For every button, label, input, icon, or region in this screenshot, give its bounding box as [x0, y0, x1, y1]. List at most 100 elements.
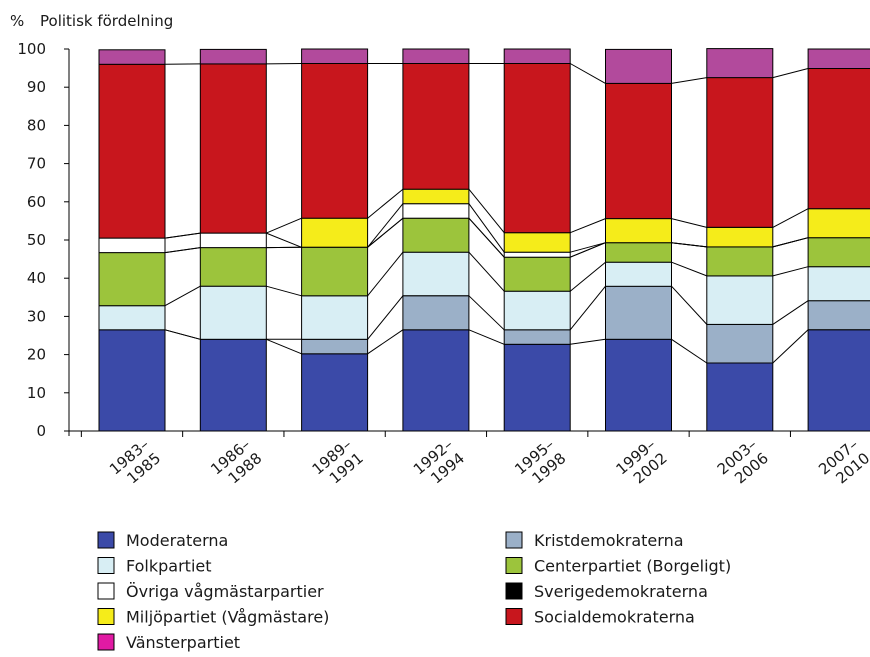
bar-miljopartiet-vagmastare-3 [402, 188, 470, 205]
bar-centerpartiet-borgeligt-4 [503, 256, 571, 292]
connector-line-4-2 [569, 285, 606, 331]
connector-line-6-3 [772, 266, 809, 277]
connector-lines-layer [164, 63, 809, 364]
legend-swatch-folkpartiet [97, 557, 115, 574]
connector-line-5-8 [671, 77, 707, 84]
legend-label-vansterpartiet: Vänsterpartiet [126, 633, 240, 652]
connector-line-3-2 [468, 295, 505, 331]
y-tick-label-100: 100 [17, 40, 46, 58]
legend-label-centerpartiet-borgeligt: Centerpartiet (Borgeligt) [534, 557, 731, 576]
legend-swatch-ovriga-vagmastarpartier [97, 582, 115, 600]
y-tick-label-50: 50 [27, 231, 46, 249]
connector-line-0-7 [164, 232, 201, 239]
bar-folkpartiet-5 [605, 261, 672, 287]
bar-vansterpartiet-3 [402, 48, 470, 64]
y-tick-label-40: 40 [27, 269, 46, 287]
legend-label-ovriga-vagmastarpartier: Övriga vågmästarpartier [126, 582, 324, 601]
x-tick-label-5: 1999–2002 [613, 435, 671, 492]
bar-centerpartiet-borgeligt-5 [605, 242, 672, 263]
bar-centerpartiet-borgeligt-0 [98, 252, 166, 307]
bar-moderaterna-0 [98, 329, 166, 432]
connector-line-1-7 [266, 217, 302, 234]
connector-line-0-3 [164, 285, 201, 307]
bar-vansterpartiet-5 [605, 48, 672, 84]
connector-line-2-5 [367, 217, 404, 248]
bar-socialdemokraterna-4 [503, 63, 571, 234]
bar-socialdemokraterna-0 [98, 63, 166, 239]
legend-label-miljopartiet-vagmastare: Miljöpartiet (Vågmästare) [126, 608, 329, 627]
bar-moderaterna-4 [503, 343, 571, 432]
bar-folkpartiet-6 [706, 275, 774, 325]
bar-miljopartiet-vagmastare-2 [301, 217, 369, 248]
bar-centerpartiet-borgeligt-7 [807, 237, 870, 268]
connector-line-6-1 [772, 329, 809, 364]
connector-line-6-7 [772, 208, 809, 228]
x-tick-label-3: 1992–1994 [410, 435, 468, 492]
connector-line-5-2 [671, 285, 708, 325]
connector-line-3-6 [468, 203, 505, 253]
bar-vansterpartiet-2 [301, 48, 369, 64]
x-tick-label-7: 2007–2010 [815, 435, 870, 492]
connector-line-4-3 [569, 261, 606, 292]
bar-miljopartiet-vagmastare-6 [706, 226, 774, 248]
bar-kristdemokraterna-6 [706, 323, 774, 364]
bar-ovriga-vagmastarpartier-0 [98, 237, 166, 254]
connector-line-3-7 [468, 188, 505, 234]
connector-line-5-7 [671, 218, 707, 228]
connector-line-1-6 [266, 232, 302, 248]
bar-folkpartiet-0 [98, 305, 166, 331]
bar-ovriga-vagmastarpartier-4 [503, 251, 571, 258]
bar-vansterpartiet-0 [98, 49, 166, 65]
bar-kristdemokraterna-4 [503, 329, 571, 345]
legend-swatch-socialdemokraterna [505, 608, 523, 625]
bar-socialdemokraterna-6 [706, 77, 774, 228]
y-tick-label-30: 30 [27, 307, 46, 325]
bar-socialdemokraterna-5 [605, 82, 672, 220]
bars-layer [98, 48, 870, 432]
bar-vansterpartiet-6 [706, 48, 774, 79]
bar-kristdemokraterna-5 [605, 285, 672, 340]
bar-moderaterna-1 [199, 338, 267, 432]
bar-socialdemokraterna-2 [301, 63, 369, 219]
bar-moderaterna-3 [402, 329, 470, 432]
bar-miljopartiet-vagmastare-5 [605, 218, 672, 244]
bar-vansterpartiet-4 [503, 48, 571, 64]
bar-moderaterna-6 [706, 362, 774, 432]
connector-line-4-5 [570, 242, 606, 258]
connector-line-3-3 [468, 251, 505, 292]
y-tick-label-0: 0 [36, 422, 46, 440]
connector-line-1-3 [266, 285, 302, 297]
y-tick-label-60: 60 [27, 193, 46, 211]
connector-line-4-1 [570, 338, 606, 345]
connector-line-5-6 [671, 242, 707, 248]
legend-swatch-moderaterna [97, 531, 115, 549]
connector-line-2-7 [367, 188, 404, 219]
legend-label-kristdemokraterna: Kristdemokraterna [534, 531, 684, 550]
connector-line-6-6 [772, 237, 809, 248]
connector-line-0-2 [164, 329, 201, 340]
connector-line-3-1 [468, 329, 505, 345]
connector-line-4-8 [569, 63, 606, 84]
bar-moderaterna-2 [301, 353, 369, 432]
legend-swatch-miljopartiet-vagmastare [97, 608, 115, 625]
x-tick-label-2: 1989–1991 [309, 435, 367, 492]
legend-label-socialdemokraterna: Socialdemokraterna [534, 608, 695, 627]
bar-socialdemokraterna-3 [402, 63, 470, 190]
y-tick-label-10: 10 [27, 384, 46, 402]
connector-line-6-8 [772, 68, 809, 79]
legend-swatch-centerpartiet-borgeligt [505, 557, 523, 574]
bar-centerpartiet-borgeligt-3 [402, 217, 470, 253]
connector-line-6-2 [772, 300, 809, 325]
legend-swatch-vansterpartiet [97, 633, 115, 651]
y-axis-title: Politisk fördelning [40, 12, 173, 30]
bar-ovriga-vagmastarpartier-3 [402, 203, 470, 219]
y-tick-label-90: 90 [27, 78, 46, 96]
connector-line-4-6 [570, 242, 606, 253]
bar-centerpartiet-borgeligt-1 [199, 247, 267, 287]
y-tick-label-80: 80 [27, 116, 46, 134]
connector-line-3-5 [468, 217, 505, 258]
connector-line-4-7 [570, 218, 606, 234]
y-tick-label-20: 20 [27, 346, 46, 364]
bar-socialdemokraterna-1 [199, 63, 267, 234]
bar-folkpartiet-7 [807, 266, 870, 302]
